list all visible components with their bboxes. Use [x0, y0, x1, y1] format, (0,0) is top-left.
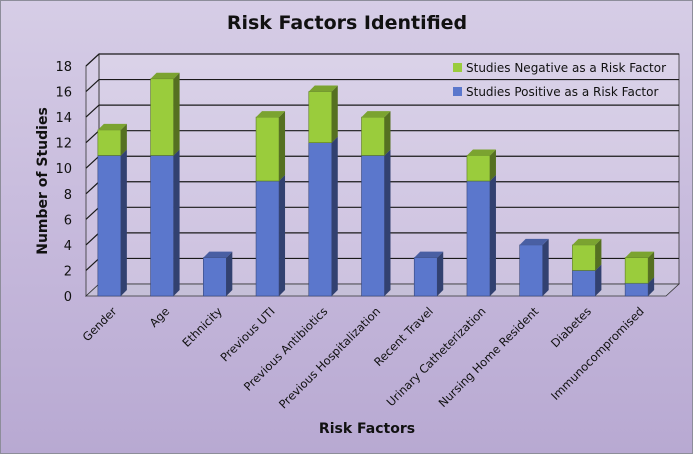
bar-segment-side	[648, 277, 655, 296]
bar-segment-top	[97, 123, 127, 130]
bar-segment	[572, 270, 596, 297]
bar-segment-side	[120, 149, 127, 296]
bar-segment-side	[120, 123, 127, 156]
gridline	[85, 53, 679, 67]
x-tick-label: Diabetes	[548, 304, 594, 350]
bar-segment	[519, 244, 543, 297]
bar-segment-side	[173, 72, 180, 156]
bar-segment	[255, 116, 280, 182]
bar-segment-side	[542, 238, 549, 296]
legend-label: Studies Negative as a Risk Factor	[466, 61, 666, 75]
bar-segment-side	[595, 264, 602, 296]
bar-segment	[572, 244, 596, 271]
bar-segment-top	[572, 238, 602, 245]
x-tick-label: Gender	[80, 304, 120, 344]
bar-segment	[624, 257, 649, 284]
bar-segment-top	[519, 238, 549, 245]
chart-title: Risk Factors Identified	[227, 12, 467, 34]
bar-segment-side	[489, 149, 496, 181]
bar-segment-side	[226, 251, 233, 296]
bar-segment	[308, 142, 333, 297]
y-tick-labels: 0 2 4 6 8 10 12 14 16 18	[55, 60, 72, 305]
bar-segment	[361, 155, 385, 297]
y-tick-label: 2	[64, 264, 72, 279]
bar-segment	[203, 257, 227, 297]
y-tick-label: 10	[55, 162, 72, 177]
bar-segment	[624, 282, 649, 297]
legend-swatch	[453, 87, 462, 96]
bar-segment-side	[595, 238, 602, 271]
y-tick-label: 8	[64, 188, 72, 203]
bar-segment-side	[173, 149, 180, 296]
x-tick-label: Previous Hospitalization	[276, 304, 383, 411]
bar-segment-top	[256, 111, 286, 118]
x-tick-label: Ethnicity	[179, 304, 225, 350]
bar-segment	[150, 155, 174, 297]
x-tick-label: Nursing Home Resident	[436, 304, 542, 410]
y-tick-label: 0	[64, 290, 72, 305]
x-tick-label: Immunocompromised	[548, 304, 647, 403]
y-tick-label: 12	[55, 137, 72, 152]
bar-segment-top	[414, 251, 444, 258]
bar-segment-top	[308, 85, 338, 92]
bar-segment-side	[331, 136, 338, 296]
bar-segment	[361, 116, 385, 156]
bar-segment-side	[437, 251, 444, 296]
x-tick-label: Urinary Catheterization	[384, 304, 489, 409]
x-axis-title: Risk Factors	[319, 421, 415, 437]
bar-segment	[466, 155, 491, 182]
bar-segment-side	[384, 111, 391, 156]
bar-segment-top	[466, 149, 496, 156]
bar-segment	[97, 129, 122, 156]
y-tick-label: 6	[64, 213, 72, 228]
legend-swatch	[453, 63, 462, 72]
y-tick-label: 4	[64, 239, 72, 254]
bar-segment	[255, 180, 280, 297]
bar-segment-top	[150, 72, 180, 79]
bar-segment	[97, 155, 122, 297]
gridline	[85, 104, 679, 118]
legend-label: Studies Positive as a Risk Factor	[466, 85, 658, 99]
bar-segment	[466, 180, 491, 297]
bar-segment-side	[331, 85, 338, 143]
legend: Studies Negative as a Risk Factor Studies…	[453, 61, 666, 99]
bar-segment-side	[279, 175, 286, 296]
bar-segment-side	[648, 251, 655, 284]
bar-segment-side	[489, 175, 496, 296]
y-tick-label: 14	[55, 111, 72, 126]
bar-segment	[413, 257, 438, 297]
gridline	[85, 78, 679, 92]
bar-segment-side	[279, 111, 286, 181]
x-tick-label: Age	[147, 304, 173, 330]
bar-segment-top	[203, 251, 233, 258]
bar-segment-top	[361, 111, 391, 118]
bars	[97, 72, 655, 297]
bar-segment-top	[625, 251, 655, 258]
y-tick-label: 16	[55, 86, 72, 101]
bar-segment	[150, 78, 174, 156]
bar-segment	[308, 91, 333, 143]
y-axis-title: Number of Studies	[35, 107, 51, 255]
bar-segment-side	[384, 149, 391, 296]
y-tick-label: 18	[55, 60, 72, 75]
